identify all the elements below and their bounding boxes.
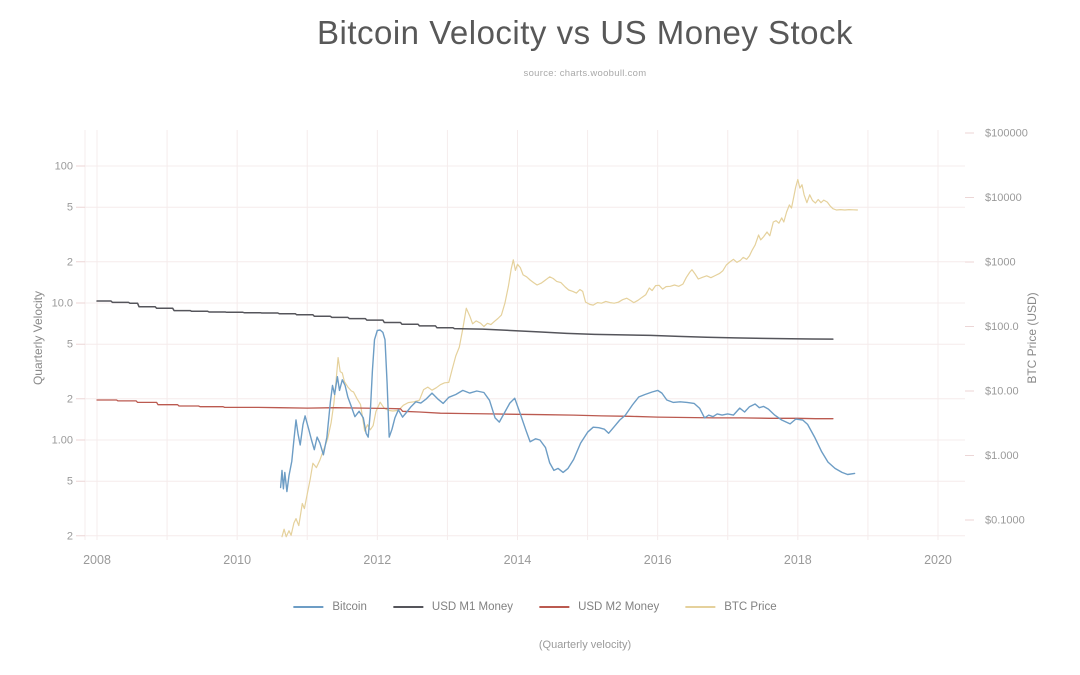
svg-text:5: 5	[67, 202, 73, 214]
svg-text:2010: 2010	[223, 553, 251, 567]
legend-swatch	[539, 606, 570, 608]
svg-text:$100.0: $100.0	[985, 321, 1019, 333]
series-usd-m1-money	[96, 300, 834, 340]
svg-text:$0.1000: $0.1000	[985, 515, 1025, 527]
svg-text:2: 2	[67, 393, 73, 405]
svg-text:$10000: $10000	[985, 192, 1022, 204]
v-gridlines	[84, 130, 939, 540]
legend-item-bitcoin[interactable]: Bitcoin	[293, 601, 367, 613]
right-tick-labels: $100000 $10000 $1000 $100.0 $10.00 $1.000 $0.1…	[965, 128, 1028, 527]
x-tick-labels: 2008 2010 2012 2014 2016 2018 2020	[83, 553, 952, 567]
svg-text:2: 2	[67, 530, 73, 542]
legend-label: BTC Price	[724, 601, 777, 613]
svg-text:10.0: 10.0	[52, 298, 73, 310]
svg-text:2020: 2020	[924, 553, 952, 567]
chart-caption: (Quarterly velocity)	[538, 639, 632, 651]
svg-text:2016: 2016	[644, 553, 672, 567]
h-gridlines	[76, 165, 965, 537]
legend: Bitcoin USD M1 Money USD M2 Money BTC Price	[293, 601, 777, 613]
series-bitcoin	[279, 329, 856, 493]
svg-text:2014: 2014	[504, 553, 532, 567]
svg-text:$1.000: $1.000	[985, 450, 1019, 462]
svg-text:2018: 2018	[784, 553, 812, 567]
svg-text:5: 5	[67, 476, 73, 488]
legend-item-btc-price[interactable]: BTC Price	[685, 601, 777, 613]
svg-text:$1000: $1000	[985, 257, 1016, 269]
svg-text:2: 2	[67, 256, 73, 268]
svg-text:2008: 2008	[83, 553, 111, 567]
svg-text:$100000: $100000	[985, 128, 1028, 140]
svg-text:100: 100	[55, 161, 73, 173]
legend-label: USD M2 Money	[578, 601, 660, 613]
svg-text:$10.00: $10.00	[985, 386, 1019, 398]
series-btc-price	[281, 178, 858, 538]
legend-swatch	[293, 606, 324, 608]
legend-item-usd-m2-money[interactable]: USD M2 Money	[539, 601, 659, 613]
chart-subtitle: source: charts.woobull.com	[523, 68, 647, 79]
svg-text:1.00: 1.00	[52, 435, 73, 447]
legend-item-usd-m1-money[interactable]: USD M1 Money	[392, 601, 514, 613]
legend-swatch	[685, 606, 716, 608]
chart-title: Bitcoin Velocity vs US Money Stock	[316, 14, 854, 51]
series-usd-m2-money	[96, 399, 834, 420]
svg-text:5: 5	[67, 339, 73, 351]
left-tick-labels: 100 5 2 10.0 5 2 1.00 5 2	[52, 161, 73, 543]
svg-text:2012: 2012	[363, 553, 391, 567]
legend-swatch	[392, 606, 423, 608]
legend-label: USD M1 Money	[431, 601, 514, 613]
legend-label: Bitcoin	[332, 601, 367, 613]
